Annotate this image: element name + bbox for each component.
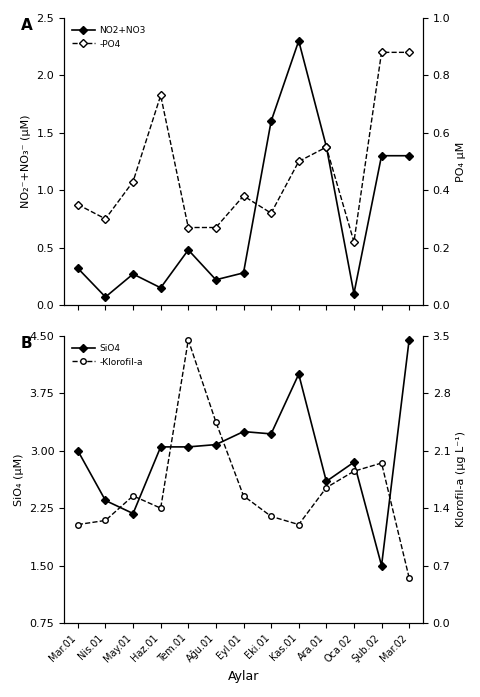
NO2+NO3 — [213, 275, 219, 284]
-Klorofil-a — [103, 516, 108, 525]
Line: NO2+NO3: NO2+NO3 — [75, 38, 412, 300]
SiO4 — [130, 510, 136, 518]
-Klorofil-a — [324, 484, 329, 492]
-PO4 — [130, 177, 136, 185]
SiO4 — [268, 429, 274, 438]
SiO4 — [185, 443, 191, 451]
NO2+NO3 — [296, 37, 301, 45]
-Klorofil-a — [379, 459, 384, 467]
NO2+NO3 — [185, 246, 191, 254]
-Klorofil-a — [185, 336, 191, 344]
NO2+NO3 — [379, 151, 384, 160]
-Klorofil-a — [75, 521, 81, 529]
SiO4 — [213, 441, 219, 449]
SiO4 — [406, 335, 412, 344]
SiO4 — [351, 458, 357, 466]
SiO4 — [296, 370, 301, 378]
NO2+NO3 — [406, 151, 412, 160]
Text: B: B — [21, 336, 33, 351]
-PO4 — [240, 192, 246, 200]
NO2+NO3 — [158, 284, 164, 292]
NO2+NO3 — [240, 268, 246, 277]
SiO4 — [158, 443, 164, 451]
Y-axis label: NO₂⁻+NO₃⁻ (μM): NO₂⁻+NO₃⁻ (μM) — [21, 115, 31, 208]
Line: -PO4: -PO4 — [75, 49, 412, 245]
Y-axis label: Klorofil-a (μg L⁻¹): Klorofil-a (μg L⁻¹) — [456, 431, 466, 528]
SiO4 — [103, 496, 108, 505]
-PO4 — [158, 91, 164, 100]
-PO4 — [351, 238, 357, 246]
-Klorofil-a — [213, 418, 219, 426]
-PO4 — [75, 200, 81, 208]
-PO4 — [296, 158, 301, 166]
Line: SiO4: SiO4 — [75, 337, 412, 568]
-Klorofil-a — [268, 512, 274, 521]
NO2+NO3 — [103, 293, 108, 301]
Y-axis label: PO₄ μM: PO₄ μM — [456, 141, 466, 182]
-Klorofil-a — [406, 574, 412, 582]
-Klorofil-a — [158, 504, 164, 512]
Legend: SiO4, -Klorofil-a: SiO4, -Klorofil-a — [69, 340, 146, 370]
Line: -Klorofil-a: -Klorofil-a — [75, 337, 412, 581]
NO2+NO3 — [130, 270, 136, 278]
NO2+NO3 — [351, 289, 357, 298]
NO2+NO3 — [324, 142, 329, 151]
NO2+NO3 — [268, 117, 274, 125]
SiO4 — [75, 447, 81, 455]
X-axis label: Aylar: Aylar — [228, 670, 259, 683]
-PO4 — [213, 223, 219, 231]
-PO4 — [268, 209, 274, 217]
SiO4 — [379, 561, 384, 569]
Y-axis label: SiO₄ (μM): SiO₄ (μM) — [14, 453, 24, 506]
-PO4 — [379, 48, 384, 56]
Text: A: A — [21, 18, 33, 33]
-Klorofil-a — [351, 467, 357, 475]
Legend: NO2+NO3, -PO4: NO2+NO3, -PO4 — [69, 22, 149, 52]
SiO4 — [240, 427, 246, 436]
SiO4 — [324, 477, 329, 486]
-PO4 — [185, 223, 191, 231]
NO2+NO3 — [75, 264, 81, 273]
-Klorofil-a — [130, 491, 136, 500]
-Klorofil-a — [240, 491, 246, 500]
-Klorofil-a — [296, 521, 301, 529]
-PO4 — [324, 143, 329, 151]
-PO4 — [406, 48, 412, 56]
-PO4 — [103, 215, 108, 223]
